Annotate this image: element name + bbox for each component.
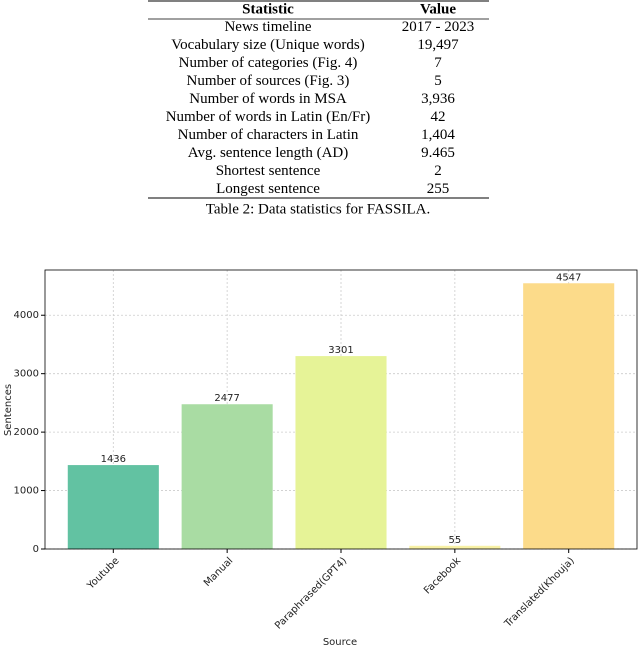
y-tick-label: 0 bbox=[33, 544, 39, 555]
table-caption: Table 2: Data statistics for FASSILA. bbox=[206, 201, 430, 217]
table-cell: Shortest sentence bbox=[216, 163, 321, 179]
plot-frame bbox=[44, 269, 638, 550]
value-label: 3301 bbox=[328, 345, 353, 356]
bar bbox=[181, 404, 273, 549]
table-cell: 5 bbox=[434, 73, 442, 89]
x-tick-label: Manual bbox=[202, 555, 235, 588]
x-tick-label: Facebook bbox=[422, 555, 463, 596]
table-cell: Vocabulary size (Unique words) bbox=[171, 37, 364, 53]
y-tick-label: 3000 bbox=[14, 369, 39, 380]
table-cell: 42 bbox=[431, 109, 446, 125]
chart: Source Sentences 0 1000 2000 3000 4000 1436 Yo… bbox=[3, 269, 638, 648]
table-cell: Number of characters in Latin bbox=[178, 127, 359, 143]
bar bbox=[409, 545, 501, 549]
table-cell: Number of words in MSA bbox=[189, 91, 347, 107]
y-axis-label: Sentences bbox=[3, 384, 14, 436]
table-cell: 1,404 bbox=[421, 127, 455, 143]
y-tick-label: 1000 bbox=[14, 486, 39, 497]
table-cell: Number of categories (Fig. 4) bbox=[179, 55, 358, 71]
table-header: Statistic bbox=[242, 1, 294, 17]
table-header: Value bbox=[420, 1, 456, 17]
table-cell: 9.465 bbox=[421, 145, 455, 161]
table-cell: 7 bbox=[434, 55, 442, 71]
y-tick-label: 4000 bbox=[14, 310, 39, 321]
table-cell: Avg. sentence length (AD) bbox=[188, 145, 349, 161]
bar bbox=[67, 465, 159, 549]
bar bbox=[295, 356, 387, 549]
x-axis-label: Source bbox=[323, 637, 357, 648]
bar bbox=[523, 283, 615, 549]
table-cell: 2 bbox=[434, 163, 442, 179]
table-cell: Number of words in Latin (En/Fr) bbox=[166, 109, 371, 125]
table-cell: Longest sentence bbox=[216, 181, 320, 197]
table-cell: 3,936 bbox=[421, 91, 455, 107]
value-label: 4547 bbox=[556, 272, 581, 283]
y-tick-label: 2000 bbox=[14, 427, 39, 438]
value-label: 1436 bbox=[101, 454, 126, 465]
x-tick-label: Paraphrased(GPT4) bbox=[273, 555, 349, 631]
value-label: 2477 bbox=[214, 393, 239, 404]
table-cell: 2017 - 2023 bbox=[402, 19, 475, 35]
table-cell: 19,497 bbox=[417, 37, 459, 53]
x-tick-label: Translated(Khouja) bbox=[502, 555, 577, 630]
x-tick-label: Youtube bbox=[85, 555, 122, 592]
table-cell: Number of sources (Fig. 3) bbox=[187, 73, 350, 89]
table-cell: News timeline bbox=[224, 19, 311, 35]
table-cell: 255 bbox=[427, 181, 450, 197]
table: Statistic Value Table 2: Data statistics… bbox=[148, 0, 489, 217]
value-label: 55 bbox=[448, 535, 461, 546]
